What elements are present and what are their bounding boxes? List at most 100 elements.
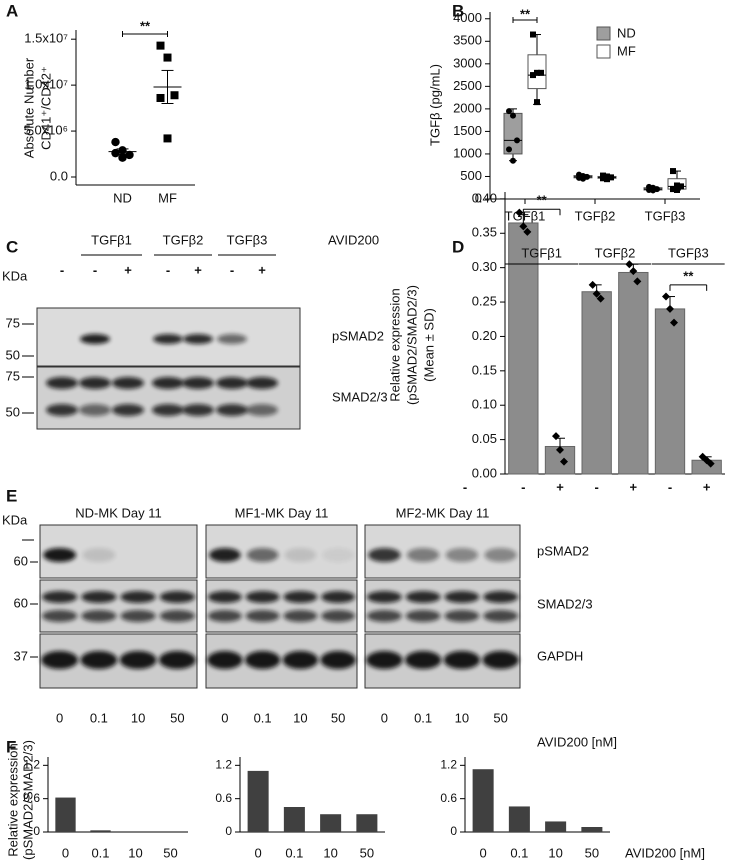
blot-band bbox=[182, 377, 214, 389]
data-point bbox=[552, 432, 560, 441]
blot-band bbox=[483, 591, 519, 603]
lane-label: 0.1 bbox=[254, 710, 272, 725]
x-tick-label: - bbox=[668, 479, 672, 494]
legend-swatch bbox=[596, 44, 611, 59]
x-tick-label: 0 bbox=[62, 845, 69, 860]
x-tick-label: + bbox=[556, 479, 564, 494]
lane-label: + bbox=[258, 262, 266, 277]
data-point bbox=[633, 277, 642, 286]
y-tick-label: 0.40 bbox=[472, 190, 497, 205]
x-axis-label: AVID200 [nM] bbox=[537, 734, 617, 749]
data-point bbox=[534, 69, 540, 76]
bar bbox=[581, 827, 603, 832]
row-label: SMAD2/3 bbox=[332, 389, 388, 404]
data-point bbox=[163, 134, 172, 143]
group-label: TGFβ2 bbox=[163, 232, 204, 247]
blot-band bbox=[405, 591, 441, 603]
blot-band bbox=[216, 377, 248, 389]
lane-label: 10 bbox=[131, 710, 145, 725]
group-label: TGFβ1 bbox=[521, 245, 562, 260]
bar bbox=[283, 807, 305, 832]
significance-label: ** bbox=[140, 18, 151, 33]
y-tick-label: 0.10 bbox=[472, 397, 497, 412]
blot-treatment: AVID200 bbox=[328, 232, 379, 247]
blot-band bbox=[207, 591, 242, 603]
y-tick-label: 500 bbox=[460, 168, 482, 183]
panel-title: ND-MK Day 11 bbox=[75, 505, 161, 520]
legend-label: MF bbox=[617, 43, 636, 58]
x-tick-label: + bbox=[630, 479, 638, 494]
blot-band bbox=[245, 591, 280, 603]
significance-label: ** bbox=[537, 193, 548, 208]
blot-band bbox=[120, 591, 156, 603]
y-tick-label: 1.0x10⁷ bbox=[24, 77, 68, 92]
significance-label: ** bbox=[683, 268, 694, 283]
blot-band bbox=[82, 548, 116, 562]
y-tick-label: 4000 bbox=[453, 10, 482, 25]
lane-label: - bbox=[60, 262, 64, 277]
data-point bbox=[588, 280, 597, 289]
blot-band bbox=[404, 651, 442, 669]
y-tick-label: 1.2 bbox=[440, 758, 457, 772]
data-point bbox=[510, 157, 516, 164]
data-point bbox=[666, 304, 674, 313]
blot-band bbox=[366, 651, 403, 669]
y-tick-label: 0.20 bbox=[472, 328, 497, 343]
data-point bbox=[674, 182, 680, 189]
data-point bbox=[510, 112, 516, 119]
bar bbox=[472, 769, 494, 832]
blot-band bbox=[80, 651, 118, 669]
x-tick-label: 10 bbox=[548, 845, 562, 860]
bar bbox=[508, 222, 539, 475]
blot-band bbox=[216, 404, 248, 416]
bar bbox=[55, 797, 76, 832]
data-point bbox=[608, 174, 614, 181]
x-tick-label: 50 bbox=[360, 845, 374, 860]
y-tick-label: 1500 bbox=[453, 123, 482, 138]
data-point bbox=[560, 457, 568, 466]
x-tick-label: + bbox=[703, 479, 711, 494]
y-tick-label: 5.0x10⁶ bbox=[24, 123, 68, 138]
data-point bbox=[125, 150, 134, 160]
x-tick-label: 50 bbox=[585, 845, 599, 860]
panel-letter: F bbox=[6, 737, 16, 756]
blot-band bbox=[246, 404, 278, 416]
blot-band bbox=[120, 610, 156, 622]
blot-band bbox=[81, 591, 117, 603]
panel-title: MF2-MK Day 11 bbox=[396, 505, 490, 520]
blot-band bbox=[119, 651, 157, 669]
x-axis-label: AVID200 [nM] bbox=[625, 845, 705, 860]
data-point bbox=[530, 31, 536, 38]
y-axis-label: Relative expression bbox=[5, 743, 20, 856]
row-label: GAPDH bbox=[537, 648, 583, 663]
blot-band bbox=[183, 334, 213, 344]
y-tick-label: 0.0 bbox=[50, 168, 68, 183]
lane-label: 0 bbox=[381, 710, 388, 725]
y-tick-label: 0.6 bbox=[215, 791, 232, 805]
y-tick-label: 2500 bbox=[453, 78, 482, 93]
group-label: TGFβ2 bbox=[595, 245, 636, 260]
bar bbox=[508, 806, 530, 832]
data-point bbox=[629, 267, 638, 276]
data-point bbox=[530, 72, 536, 79]
blot-band bbox=[245, 610, 280, 622]
data-point bbox=[592, 289, 601, 298]
marker-label: 60 bbox=[14, 595, 28, 610]
data-point bbox=[580, 175, 586, 182]
blot-band bbox=[321, 610, 356, 622]
panel-letter: C bbox=[6, 237, 18, 256]
data-point bbox=[650, 187, 656, 194]
blot-band bbox=[444, 610, 480, 622]
x-tick-label: ND bbox=[113, 190, 132, 205]
y-axis-label: Relative expression bbox=[387, 288, 402, 401]
y-axis-label: (pSMAD2/SMAD2/3) bbox=[20, 740, 35, 860]
data-point bbox=[523, 227, 532, 236]
y-tick-label: 0.35 bbox=[472, 225, 497, 240]
panel-letter: D bbox=[452, 237, 464, 256]
blot-band bbox=[159, 610, 196, 622]
x-tick-label: 0 bbox=[480, 845, 487, 860]
data-point bbox=[670, 186, 676, 193]
marker-label: 60 bbox=[14, 553, 28, 568]
bar bbox=[545, 821, 567, 832]
group-label: TGFβ3 bbox=[227, 232, 268, 247]
